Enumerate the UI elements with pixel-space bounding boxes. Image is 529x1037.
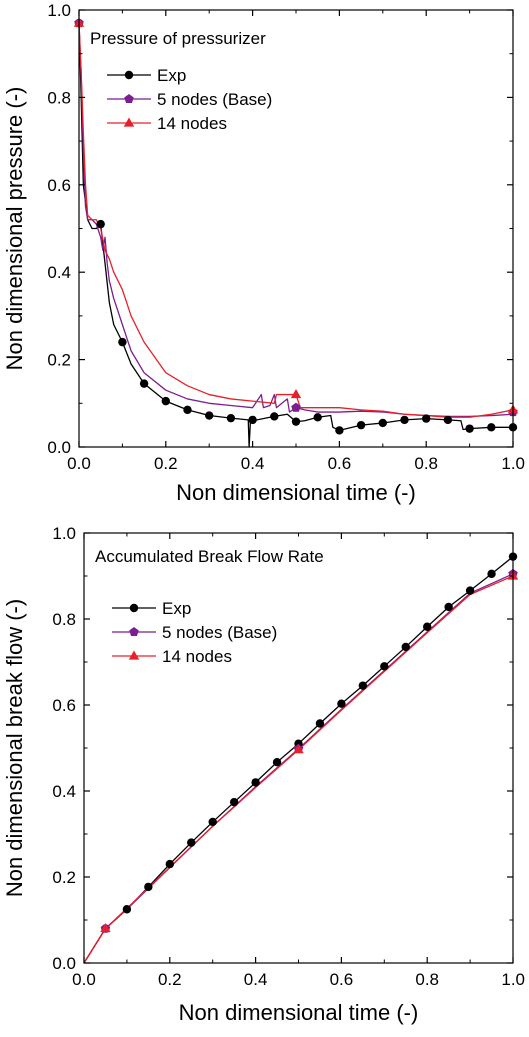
y-tick-label: 0.8 [52, 610, 76, 629]
x-tick-label: 0.6 [330, 970, 354, 989]
data-point-0-10 [315, 719, 325, 728]
data-point-0-11 [313, 413, 322, 422]
data-point-0-17 [465, 586, 475, 595]
x-axis-title: Non dimensional time (-) [179, 1000, 419, 1025]
data-point-0-7 [251, 778, 260, 787]
legend-marker-0 [129, 603, 139, 613]
data-point-0-10 [291, 417, 301, 426]
y-tick-label: 0.4 [47, 263, 71, 282]
legend-marker-2 [123, 117, 135, 127]
data-point-0-16 [422, 414, 431, 423]
series-line-2 [78, 23, 514, 418]
x-tick-label: 0.2 [158, 970, 182, 989]
legend-label-1: 5 nodes (Base) [157, 90, 272, 109]
legend-marker-2 [128, 650, 140, 660]
data-point-0-13 [356, 420, 366, 430]
x-tick-label: 0.8 [415, 970, 439, 989]
data-point-0-5 [183, 405, 192, 415]
data-point-0-11 [337, 699, 346, 708]
y-tick-label: 0.6 [47, 176, 71, 195]
data-point-0-15 [400, 415, 409, 425]
x-tick-label: 1.0 [501, 970, 525, 989]
data-point-0-2 [118, 337, 127, 347]
legend-marker-0 [124, 70, 134, 80]
data-point-0-16 [444, 602, 453, 612]
x-tick-label: 0.0 [72, 970, 96, 989]
panel-title: Pressure of pressurizer [90, 29, 266, 48]
x-tick-label: 0.2 [154, 454, 178, 473]
data-point-0-2 [144, 882, 153, 892]
data-point-0-9 [270, 412, 279, 421]
data-point-0-14 [401, 642, 410, 652]
y-tick-label: 0.8 [47, 88, 71, 107]
y-tick-label: 1.0 [47, 1, 71, 20]
data-point-0-5 [208, 817, 217, 827]
x-tick-label: 0.4 [244, 970, 268, 989]
x-axis-title: Non dimensional time (-) [176, 480, 416, 505]
data-point-0-19 [487, 423, 496, 432]
data-point-0-6 [229, 797, 239, 807]
legend-marker-1 [129, 627, 139, 637]
data-point-0-6 [205, 411, 214, 420]
data-point-0-14 [378, 418, 387, 428]
x-tick-label: 0.0 [67, 454, 91, 473]
chart-pressure-of-pressurizer: 0.0 0.2 0.4 0.6 0.8 1.0 0.0 0.2 0.4 0.6 0.8 1.0 Non … [2, 1, 525, 505]
data-point-0-1 [96, 219, 105, 229]
x-tick-label: 0.8 [414, 454, 438, 473]
y-axis-title: Non dimensional pressure (-) [2, 87, 27, 371]
legend-marker-1 [124, 94, 134, 104]
series-line-1 [78, 23, 514, 418]
data-point-0-3 [165, 859, 174, 869]
legend-label-2: 14 nodes [157, 114, 227, 133]
y-axis-title: Non dimensional break flow (-) [2, 599, 27, 897]
chart-accumulated-break-flow: 0.0 0.2 0.4 0.6 0.8 1.0 0.0 0.2 0.4 0.6 0.8 1.0 Non … [2, 524, 525, 1025]
data-point-0-7 [226, 413, 236, 423]
series-line-0 [83, 556, 514, 964]
data-point-0-4 [187, 838, 196, 847]
data-point-0-8 [248, 415, 257, 425]
y-tick-label: 1.0 [52, 524, 76, 543]
data-point-2-1 [290, 389, 302, 399]
data-point-1-1 [291, 402, 301, 412]
x-tick-label: 0.6 [328, 454, 352, 473]
data-point-0-3 [139, 379, 149, 388]
legend-label-1: 5 nodes (Base) [162, 623, 277, 642]
x-tick-label: 1.0 [501, 454, 525, 473]
data-point-2-0 [100, 923, 111, 933]
data-point-0-12 [358, 681, 368, 690]
y-tick-label: 0.2 [52, 868, 76, 887]
data-point-0-17 [443, 415, 453, 425]
data-point-0-18 [487, 569, 496, 579]
data-point-0-18 [465, 424, 474, 433]
data-point-2-1 [293, 744, 304, 754]
legend-label-2: 14 nodes [162, 647, 232, 666]
y-tick-label: 0.0 [52, 954, 76, 973]
y-tick-label: 0.6 [52, 696, 76, 715]
legend-label-0: Exp [157, 66, 186, 85]
data-point-0-4 [161, 396, 170, 406]
panel-title: Accumulated Break Flow Rate [95, 547, 324, 566]
y-tick-label: 0.0 [47, 438, 71, 457]
y-tick-label: 0.4 [52, 782, 76, 801]
data-point-0-12 [335, 426, 344, 435]
y-tick-label: 0.2 [47, 351, 71, 370]
data-point-0-13 [380, 662, 389, 671]
x-tick-label: 0.4 [241, 454, 265, 473]
data-point-0-15 [423, 622, 432, 631]
legend-label-0: Exp [162, 599, 191, 618]
data-point-0-1 [122, 905, 132, 914]
series-line-2 [83, 575, 514, 964]
data-point-0-8 [272, 757, 282, 767]
